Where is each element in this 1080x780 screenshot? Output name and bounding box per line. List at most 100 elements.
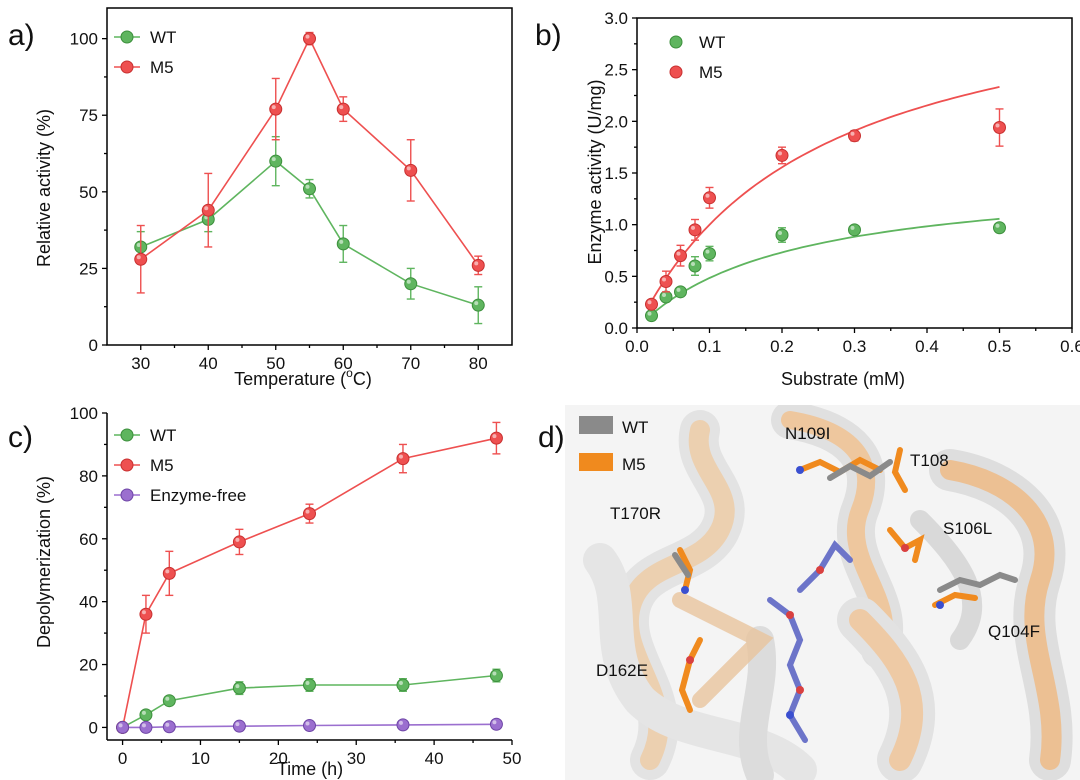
- x-tick-label: 0.0: [625, 337, 649, 356]
- legend-marker-wt: [120, 428, 134, 442]
- data-point: [162, 694, 176, 708]
- x-tick-label: 70: [401, 354, 420, 373]
- data-point: [489, 669, 503, 683]
- y-tick-label: 0.0: [604, 319, 628, 338]
- data-point: [232, 681, 246, 695]
- data-point-highlight: [305, 680, 310, 685]
- data-point-highlight: [778, 151, 782, 156]
- x-tick-label: 0.3: [843, 337, 867, 356]
- legend-label-m5: M5: [150, 58, 174, 77]
- data-point: [674, 249, 687, 263]
- x-tick-label: 0.6: [1060, 337, 1080, 356]
- data-point: [162, 720, 176, 734]
- data-point-highlight: [995, 123, 1000, 128]
- data-point-highlight: [676, 287, 681, 292]
- data-point: [404, 163, 418, 177]
- data-point-highlight: [705, 249, 710, 254]
- legend-label-wt: WT: [622, 418, 648, 437]
- legend-label-wt: WT: [150, 426, 176, 445]
- data-point-highlight: [398, 680, 403, 685]
- data-point: [775, 148, 789, 162]
- structure-label-s106l: S106L: [943, 519, 992, 538]
- legend-marker-enzyme-free: [120, 488, 134, 502]
- series-enzyme-free: [116, 717, 503, 734]
- series-wt: [645, 217, 1006, 323]
- legend-label-m5: M5: [699, 63, 723, 82]
- y-tick-label: 60: [79, 530, 98, 549]
- data-point: [645, 309, 658, 323]
- data-point: [848, 223, 861, 237]
- x-tick-label: 0: [118, 749, 127, 768]
- data-point: [336, 102, 350, 116]
- data-point-highlight: [778, 231, 782, 235]
- legend-marker-wt: [669, 35, 683, 49]
- data-point: [688, 223, 702, 237]
- data-point: [139, 607, 153, 621]
- data-point: [659, 290, 673, 304]
- data-point-highlight: [474, 261, 479, 266]
- panel-b-enzyme-activity-chart: b) Substrate (mM) Enzyme activity (U/mg)…: [535, 9, 1080, 389]
- data-point: [303, 182, 316, 196]
- data-point-highlight: [662, 293, 666, 297]
- legend-label-wt: WT: [699, 33, 725, 52]
- data-point: [396, 718, 410, 732]
- data-point: [134, 252, 148, 266]
- data-point-highlight: [691, 262, 695, 266]
- x-tick-label: 0.1: [698, 337, 722, 356]
- panel-c-letter: c): [8, 421, 33, 454]
- data-point: [232, 719, 246, 733]
- panel-c-depolymerization-chart: c) Time (h) Depolymerization (%) 0 10 20 30…: [8, 404, 521, 779]
- data-point-highlight: [492, 720, 497, 725]
- panel-a-xlabel-degree: o: [346, 366, 353, 380]
- x-tick-label: 40: [425, 749, 444, 768]
- y-tick-label: 25: [79, 259, 98, 278]
- x-tick-label: 40: [199, 354, 218, 373]
- x-tick-label: 50: [503, 749, 522, 768]
- data-point: [489, 431, 503, 445]
- data-point-highlight: [850, 131, 855, 136]
- data-point: [396, 452, 410, 466]
- data-point-highlight: [339, 239, 344, 244]
- fit-curve-wt: [650, 217, 1000, 316]
- y-tick-label: 40: [79, 593, 98, 612]
- legend-label-m5: M5: [622, 455, 646, 474]
- data-point-highlight: [165, 696, 170, 701]
- data-point-highlight: [647, 311, 652, 316]
- data-point-highlight: [492, 434, 497, 439]
- data-point: [848, 129, 861, 143]
- data-point-highlight: [118, 723, 123, 728]
- data-point: [232, 535, 246, 549]
- y-tick-label: 100: [70, 30, 98, 49]
- structure-label-t170r: T170R: [610, 504, 661, 523]
- panel-a-xlabel-text: Temperature (: [234, 369, 346, 389]
- data-point: [645, 297, 658, 311]
- x-tick-label: 0.2: [770, 337, 794, 356]
- data-point-highlight: [141, 710, 146, 715]
- y-tick-label: 3.0: [604, 9, 628, 28]
- legend-marker-m5: [120, 60, 134, 74]
- data-point-highlight: [492, 671, 497, 676]
- panel-d-letter: d): [538, 421, 565, 454]
- panel-a-xlabel: Temperature (oC): [234, 366, 372, 389]
- data-point-highlight: [406, 279, 411, 284]
- data-point: [269, 154, 283, 168]
- data-point-highlight: [141, 610, 146, 615]
- y-tick-label: 80: [79, 467, 98, 486]
- data-point-highlight: [235, 537, 240, 542]
- legend-label-wt: WT: [150, 28, 176, 47]
- data-point-highlight: [141, 723, 146, 728]
- y-tick-label: 1.5: [604, 164, 628, 183]
- panel-a-xlabel-unit: C): [353, 369, 372, 389]
- data-point: [659, 275, 673, 288]
- data-point: [703, 191, 716, 205]
- legend-swatch-m5: [579, 453, 613, 471]
- data-point-highlight: [305, 34, 310, 39]
- data-point-highlight: [136, 242, 141, 247]
- data-point-highlight: [662, 277, 666, 282]
- legend-marker-m5: [120, 458, 134, 472]
- structure-label-n109i: N109I: [785, 424, 830, 443]
- data-point: [269, 102, 283, 116]
- legend-swatch-wt: [579, 416, 613, 434]
- data-point: [396, 678, 410, 692]
- series-m5: [645, 86, 1006, 311]
